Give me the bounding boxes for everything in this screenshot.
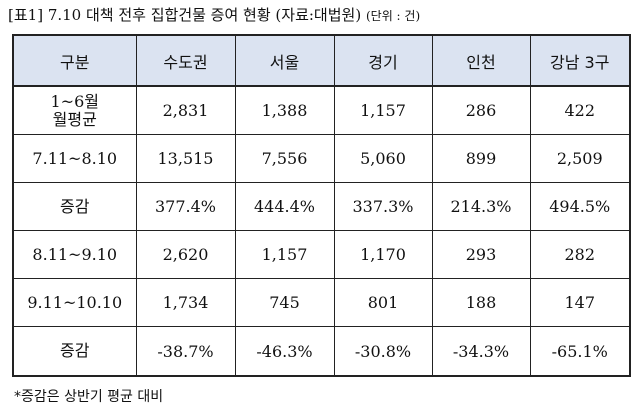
table-header-row: 구분 수도권 서울 경기 인천 강남 3구: [12, 34, 631, 87]
table-cell: 444.4%: [234, 182, 335, 231]
table-cell: 1,157: [333, 85, 433, 135]
table-cell: 147: [529, 278, 631, 327]
table-caption: [표1] 7.10 대책 전후 집합건물 증여 현황 (자료:대법원) (단위 …: [8, 4, 420, 27]
header-gyeonggi: 경기: [333, 34, 433, 87]
table-cell: -65.1%: [529, 326, 631, 377]
table-cell: -38.7%: [135, 326, 236, 377]
header-incheon: 인천: [431, 34, 531, 87]
table-cell: 1,157: [234, 230, 335, 279]
table-row: 8.11~9.10 2,620 1,157 1,170 293 282: [12, 230, 631, 279]
row-label-line2: 월평균: [52, 109, 97, 129]
table-cell: 1,734: [135, 278, 236, 327]
table-cell: 2,509: [529, 134, 631, 183]
table-row: 9.11~10.10 1,734 745 801 188 147: [12, 278, 631, 327]
table-cell: 7,556: [234, 134, 335, 183]
row-label: 1~6월 월평균: [12, 85, 137, 135]
row-label: 8.11~9.10: [12, 230, 137, 279]
table-cell: 214.3%: [431, 182, 531, 231]
header-gangnam-3: 강남 3구: [529, 34, 631, 87]
row-label: 9.11~10.10: [12, 278, 137, 327]
table-cell: 801: [333, 278, 433, 327]
table-cell: 377.4%: [135, 182, 236, 231]
header-seoul: 서울: [234, 34, 335, 87]
table-title: [표1] 7.10 대책 전후 집합건물 증여 현황 (자료:대법원): [8, 6, 362, 24]
row-label: 증감: [12, 182, 137, 231]
header-category: 구분: [12, 34, 137, 87]
table-cell: 899: [431, 134, 531, 183]
row-label: 7.11~8.10: [12, 134, 137, 183]
table-cell: 5,060: [333, 134, 433, 183]
table-cell: 293: [431, 230, 531, 279]
table-cell: 745: [234, 278, 335, 327]
table-cell: 2,831: [135, 85, 236, 135]
table-cell: 1,170: [333, 230, 433, 279]
table-cell: -46.3%: [234, 326, 335, 377]
table-cell: 1,388: [234, 85, 335, 135]
table-cell: 13,515: [135, 134, 236, 183]
table-cell: 188: [431, 278, 531, 327]
table-cell: 282: [529, 230, 631, 279]
table-cell: -30.8%: [333, 326, 433, 377]
table-row: 1~6월 월평균 2,831 1,388 1,157 286 422: [12, 85, 631, 135]
table-row: 7.11~8.10 13,515 7,556 5,060 899 2,509: [12, 134, 631, 183]
row-label: 증감: [12, 326, 137, 377]
table-cell: 337.3%: [333, 182, 433, 231]
unit-note: (단위 : 건): [365, 9, 421, 23]
header-capital-area: 수도권: [135, 34, 236, 87]
table-row: 증감 -38.7% -46.3% -30.8% -34.3% -65.1%: [12, 326, 631, 377]
gift-statistics-table: 구분 수도권 서울 경기 인천 강남 3구 1~6월 월평균 2,831 1,3…: [12, 34, 631, 377]
footnote: *증감은 상반기 평균 대비: [14, 389, 164, 405]
table-cell: 494.5%: [529, 182, 631, 231]
table-row: 증감 377.4% 444.4% 337.3% 214.3% 494.5%: [12, 182, 631, 231]
table-cell: 422: [529, 85, 631, 135]
table-cell: 2,620: [135, 230, 236, 279]
table-cell: -34.3%: [431, 326, 531, 377]
row-label-line1: 1~6월: [50, 91, 100, 111]
table-cell: 286: [431, 85, 531, 135]
